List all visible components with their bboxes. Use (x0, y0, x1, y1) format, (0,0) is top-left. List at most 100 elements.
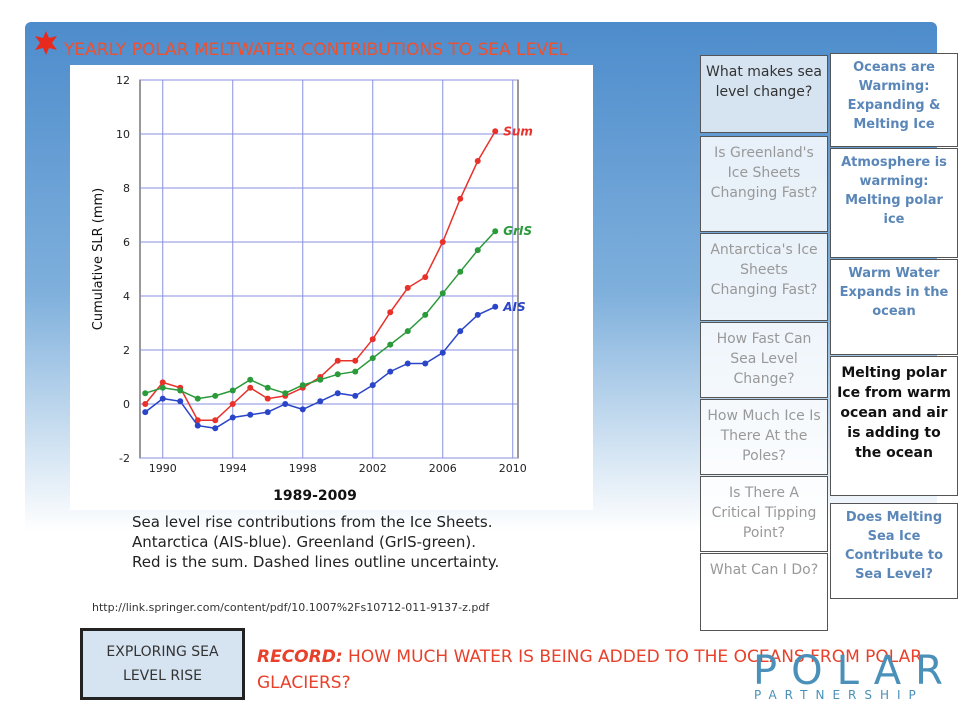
data-point (142, 390, 149, 397)
slide-title: YEARLY POLAR MELTWATER CONTRIBUTIONS TO … (64, 40, 569, 60)
chart-image: -2 0 2 4 6 8 10 12 1990 1994 1998 2002 2006 2010 Cumul… (70, 65, 593, 510)
data-point (334, 357, 341, 364)
data-point (387, 309, 394, 316)
data-point (474, 158, 481, 164)
data-point (247, 411, 254, 418)
nav-button[interactable]: What Can I Do? (700, 553, 828, 631)
data-point (229, 401, 236, 407)
nav-button[interactable]: What makes sea level change? (700, 55, 828, 133)
x-tick-label: 2002 (359, 462, 387, 475)
source-link[interactable]: http://link.springer.com/content/pdf/10.… (92, 601, 490, 614)
data-point (352, 357, 359, 364)
data-point (334, 371, 341, 378)
data-point (282, 401, 289, 407)
caption-line: Sea level rise contributions from the Ic… (132, 513, 493, 531)
nav-button[interactable]: How Much Ice Is There At the Poles? (700, 399, 828, 475)
data-point (229, 387, 236, 394)
data-point (247, 384, 254, 391)
data-point (299, 406, 306, 413)
series-label: Sum (503, 124, 533, 138)
data-point (369, 382, 376, 389)
data-point (457, 268, 464, 275)
caption: Sea level rise contributions from the Ic… (132, 512, 499, 572)
x-tick-label: 1990 (149, 462, 177, 475)
caption-line: Red is the sum. Dashed lines outline unc… (132, 553, 500, 571)
data-point (142, 409, 149, 416)
data-point (212, 392, 219, 399)
data-point (404, 284, 411, 291)
data-point (264, 395, 271, 402)
data-point (457, 328, 464, 335)
title-icon (35, 31, 57, 55)
x-tick-label: 1994 (219, 462, 247, 475)
y-tick-label: 10 (116, 128, 130, 141)
data-point (422, 274, 429, 281)
data-point (422, 311, 429, 318)
data-point (457, 195, 464, 202)
series-label: GrIS (503, 224, 532, 238)
data-point (264, 409, 271, 416)
logo-sub: PARTNERSHIP (754, 688, 924, 702)
nav-button[interactable]: Is There A Critical Tipping Point? (700, 476, 828, 552)
chart: -2 0 2 4 6 8 10 12 1990 1994 1998 2002 2006 2010 Cumul… (91, 74, 533, 504)
data-point (387, 368, 394, 375)
data-point (492, 228, 499, 235)
data-point (369, 355, 376, 362)
side-box[interactable]: Warm Water Expands in the ocean (830, 259, 958, 355)
plot-area (139, 79, 519, 459)
y-tick-label: 0 (123, 398, 130, 411)
data-point (492, 303, 499, 310)
x-tick-label: 2010 (499, 462, 527, 475)
data-point (439, 239, 446, 245)
y-axis-label: Cumulative SLR (mm) (91, 188, 106, 330)
data-point (352, 368, 359, 375)
x-tick-label: 1998 (289, 462, 317, 475)
side-box[interactable]: Melting polar Ice from warm ocean and ai… (830, 356, 958, 496)
data-point (352, 392, 359, 399)
record-label: RECORD: (257, 647, 343, 667)
data-point (159, 379, 166, 386)
x-tick-label: 2006 (429, 462, 457, 475)
data-point (369, 336, 376, 343)
record-text: RECORD: HOW MUCH WATER IS BEING ADDED TO… (257, 644, 960, 696)
data-point (387, 341, 394, 348)
y-tick-label: 4 (123, 290, 130, 303)
data-point (404, 360, 411, 367)
data-point (212, 425, 219, 432)
nav-button[interactable]: How Fast Can Sea Level Change? (700, 322, 828, 398)
data-point (177, 387, 184, 394)
y-tick-label: 12 (116, 74, 130, 87)
data-point (159, 384, 166, 391)
record-question: HOW MUCH WATER IS BEING ADDED TO THE OCE… (257, 647, 923, 693)
nav-button[interactable]: Is Greenland's Ice Sheets Changing Fast? (700, 136, 828, 232)
data-point (334, 390, 341, 397)
data-point (317, 398, 324, 405)
data-point (264, 384, 271, 391)
side-box[interactable]: Oceans are Warming: Expanding & Melting … (830, 53, 958, 147)
data-point (194, 422, 201, 429)
data-point (439, 290, 446, 297)
logo-name: POLAR (753, 648, 957, 694)
data-point (474, 311, 481, 318)
caption-line: Antarctica (AIS-blue). Greenland (GrIS-g… (132, 533, 476, 551)
side-box[interactable]: Atmosphere is warming: Melting polar ice (830, 148, 958, 258)
y-tick-label: 2 (123, 344, 130, 357)
data-point (404, 328, 411, 335)
data-point (439, 349, 446, 356)
data-point (299, 382, 306, 389)
data-point (474, 247, 481, 254)
data-point (194, 417, 201, 424)
data-point (194, 395, 201, 402)
data-point (317, 376, 324, 383)
data-point (422, 360, 429, 367)
explore-button[interactable]: EXPLORING SEA LEVEL RISE (80, 628, 245, 700)
x-axis-label: 1989-2009 (273, 488, 357, 504)
data-point (247, 376, 254, 383)
y-tick-label: 8 (123, 182, 130, 195)
side-box[interactable]: Does Melting Sea Ice Contribute to Sea L… (830, 503, 958, 599)
data-point (177, 398, 184, 405)
nav-button[interactable]: Antarctica's Ice Sheets Changing Fast? (700, 233, 828, 321)
data-point (159, 395, 166, 402)
y-tick-label: 6 (123, 236, 130, 249)
